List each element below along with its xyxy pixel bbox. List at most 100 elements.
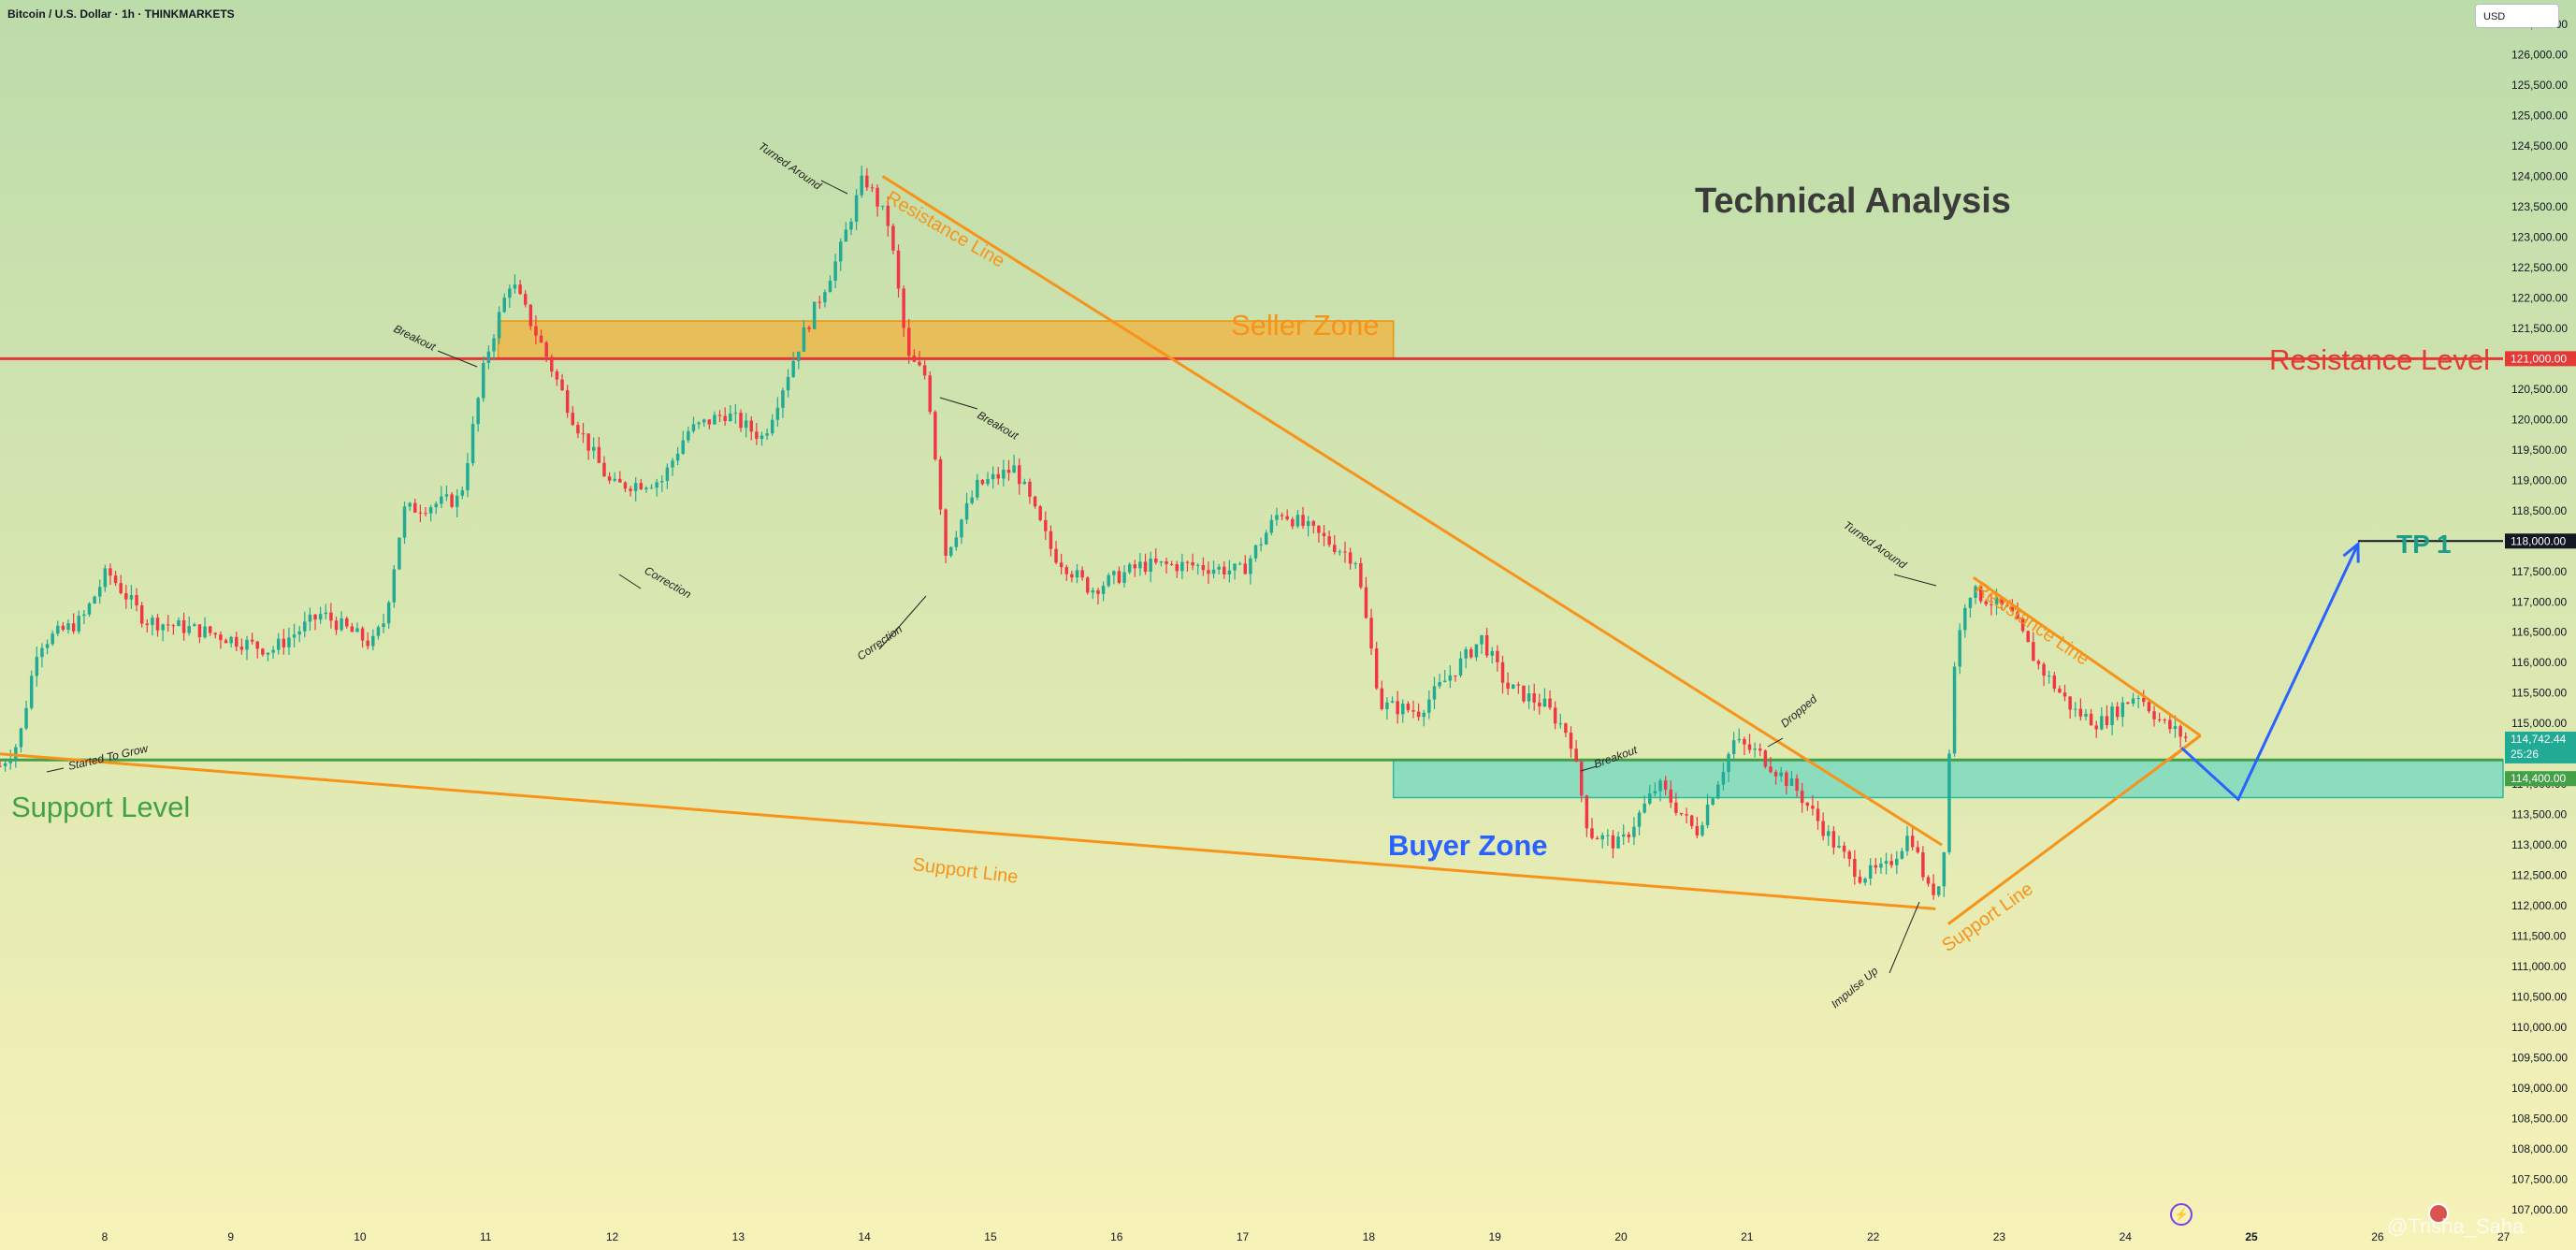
candle-body [56,625,60,634]
candle-body [1542,698,1547,707]
time-tick-label: 20 [1614,1230,1628,1243]
candle-body [303,621,307,632]
price-tick-label: 125,500.00 [2511,79,2568,92]
candle-body [208,626,212,633]
candle-body [1974,586,1977,598]
candle-body [2126,702,2130,705]
candle-body [1643,803,1646,813]
time-tick-label: 14 [858,1230,871,1243]
candle-body [1669,789,1672,803]
candle-body [928,375,932,413]
candle-body [649,487,654,489]
candle-body [1380,688,1384,709]
annotation-arrow [618,574,642,589]
candle-body [938,458,943,510]
price-tick-label: 111,000.00 [2511,960,2567,973]
flag-icon [2428,1203,2449,1224]
candle-body [87,603,92,615]
candle-body [1679,812,1684,815]
candle-body [1506,682,1510,689]
candle-body [434,503,438,508]
candle-body [1580,761,1584,796]
candle-body [1590,828,1594,838]
candle-body [2042,663,2046,676]
time-tick-label: 13 [732,1230,745,1243]
support-level-label: Support Level [11,791,190,823]
resistance-trendline [881,175,1943,847]
candle-body [1538,702,1541,707]
candle-body [255,641,259,649]
replay-icon[interactable]: ⚡ [2170,1203,2192,1226]
resistance-level-label: Resistance Level [2269,343,2490,376]
candle-body [996,473,1000,479]
candle-body [1049,531,1053,549]
candle-body [1112,571,1116,575]
candle-body [1022,481,1027,485]
candle-body [371,635,375,647]
candle-body [586,433,590,451]
candle-body [1984,601,1989,604]
candle-body [539,335,543,343]
candle-body [1816,808,1820,821]
candle-body [880,205,885,207]
candle-body [29,676,34,708]
candle-body [760,435,764,440]
candle-body [1070,574,1074,578]
candle-body [2173,726,2178,730]
candle-body [1532,693,1536,703]
candle-body [1385,702,1389,709]
annotation-arrow [939,397,978,410]
candle-body [166,624,170,626]
annotation-arrow [437,350,478,368]
price-tick-label: 124,500.00 [2511,139,2568,153]
candle-body [103,568,108,588]
candle-body [213,632,218,635]
candle-body [550,356,554,371]
candle-body [1311,521,1316,526]
candle-body [964,502,969,520]
candle-body [45,644,50,648]
candle-body [1275,515,1279,520]
candle-body [970,497,974,503]
candle-body [528,304,533,327]
candle-body [424,513,427,515]
current-price-tag: 114,742.44 [2511,733,2566,746]
candle-body [1080,570,1084,578]
candle-body [1374,648,1379,689]
candle-body [1249,558,1252,574]
candle-body [1711,798,1715,805]
candle-body [1317,525,1321,533]
candle-body [2147,702,2151,712]
candle-body [2183,736,2188,738]
candle-body [980,479,985,485]
candle-body [691,424,696,431]
candle-body [71,623,76,632]
candle-body [418,512,423,514]
candle-body [1921,851,1925,878]
candle-body [1695,825,1700,836]
candle-body [960,519,963,538]
candle-body [1879,864,1883,868]
candle-body [1064,567,1069,574]
candle-body [276,638,281,650]
candle-body [2026,631,2030,643]
tp-price-tag: 118,000.00 [2511,534,2566,547]
candle-body [1548,698,1552,708]
projection-arrowhead [2342,541,2360,563]
candle-body [197,624,202,638]
time-tick-label: 22 [1867,1230,1880,1243]
price-tick-label: 123,500.00 [2511,200,2568,213]
price-tick-label: 119,500.00 [2511,443,2567,457]
candle-body [282,638,286,647]
candle-body [1737,738,1742,741]
candle-body [1889,861,1893,865]
current-price-tag-bg [2505,731,2576,763]
candle-body [2016,611,2019,619]
candle-body [318,614,323,620]
candle-body [113,575,118,584]
candle-body [602,462,606,477]
currency-button[interactable]: USD [2475,4,2559,28]
candle-body [1522,685,1526,702]
candle-body [1827,831,1831,836]
